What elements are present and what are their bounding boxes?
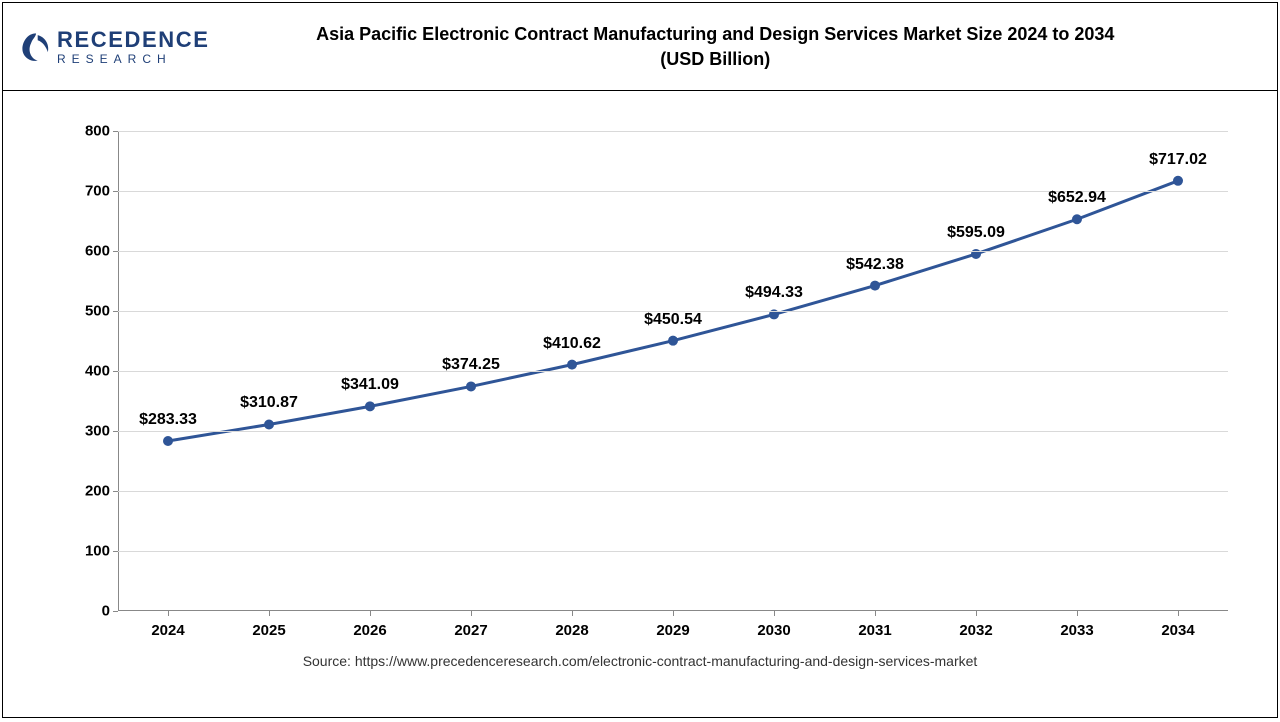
gridline [118, 251, 1228, 252]
data-label: $494.33 [745, 284, 803, 302]
plot-region: 2024202520262027202820292030203120322033… [118, 131, 1228, 611]
x-tick-label: 2025 [229, 622, 309, 639]
chart-area: 2024 2025 2026 2027 2028 2029 2030 2031 2032 2033… [3, 91, 1277, 679]
data-marker [466, 381, 476, 391]
data-marker [668, 336, 678, 346]
data-label: $595.09 [947, 224, 1005, 242]
x-tick-mark [976, 611, 977, 616]
gridline [118, 551, 1228, 552]
data-marker [870, 281, 880, 291]
gridline [118, 491, 1228, 492]
data-label: $410.62 [543, 335, 601, 353]
data-label: $717.02 [1149, 151, 1207, 169]
x-tick-mark [572, 611, 573, 616]
x-tick-mark [1178, 611, 1179, 616]
gridline [118, 431, 1228, 432]
x-tick-mark [1077, 611, 1078, 616]
gridline [118, 131, 1228, 132]
x-tick-label: 2028 [532, 622, 612, 639]
y-tick-label: 600 [50, 243, 110, 260]
data-label: $450.54 [644, 311, 702, 329]
y-tick-label: 400 [50, 363, 110, 380]
y-tick-label: 700 [50, 183, 110, 200]
logo-text-main: RECEDENCE [57, 29, 210, 51]
data-marker [567, 360, 577, 370]
data-label: $283.33 [139, 411, 197, 429]
data-marker [1072, 214, 1082, 224]
y-tick-mark [113, 311, 118, 312]
y-tick-label: 800 [50, 123, 110, 140]
x-tick-label: 2024 [128, 622, 208, 639]
data-label: $542.38 [846, 256, 904, 274]
x-tick-mark [269, 611, 270, 616]
brand-logo: RECEDENCE RESEARCH [19, 29, 210, 65]
x-tick-mark [471, 611, 472, 616]
x-tick-mark [774, 611, 775, 616]
x-tick-mark [370, 611, 371, 616]
y-tick-label: 200 [50, 483, 110, 500]
data-label: $374.25 [442, 356, 500, 374]
x-tick-label: 2026 [330, 622, 410, 639]
x-tick-mark [673, 611, 674, 616]
chart-frame: RECEDENCE RESEARCH Asia Pacific Electron… [2, 2, 1278, 718]
header: RECEDENCE RESEARCH Asia Pacific Electron… [3, 3, 1277, 91]
data-marker [163, 436, 173, 446]
data-marker [1173, 176, 1183, 186]
y-tick-mark [113, 491, 118, 492]
y-tick-label: 300 [50, 423, 110, 440]
data-label: $341.09 [341, 376, 399, 394]
logo-swoosh-icon [19, 30, 53, 64]
y-tick-label: 500 [50, 303, 110, 320]
chart-title: Asia Pacific Electronic Contract Manufac… [230, 22, 1261, 71]
gridline [118, 371, 1228, 372]
y-tick-mark [113, 191, 118, 192]
y-tick-mark [113, 371, 118, 372]
x-tick-label: 2032 [936, 622, 1016, 639]
x-tick-label: 2030 [734, 622, 814, 639]
x-tick-mark [168, 611, 169, 616]
x-tick-label: 2031 [835, 622, 915, 639]
y-tick-mark [113, 611, 118, 612]
title-line-1: Asia Pacific Electronic Contract Manufac… [316, 24, 1114, 44]
x-tick-label: 2034 [1138, 622, 1218, 639]
x-tick-label: 2029 [633, 622, 713, 639]
y-tick-label: 100 [50, 543, 110, 560]
data-marker [264, 419, 274, 429]
x-tick-label: 2027 [431, 622, 511, 639]
y-tick-mark [113, 251, 118, 252]
y-tick-mark [113, 131, 118, 132]
logo-text-sub: RESEARCH [57, 53, 210, 65]
y-tick-label: 0 [50, 603, 110, 620]
x-tick-mark [875, 611, 876, 616]
data-marker [365, 401, 375, 411]
title-line-2: (USD Billion) [660, 49, 770, 69]
data-label: $652.94 [1048, 189, 1106, 207]
data-label: $310.87 [240, 394, 298, 412]
x-tick-label: 2033 [1037, 622, 1117, 639]
y-tick-mark [113, 431, 118, 432]
y-tick-mark [113, 551, 118, 552]
source-citation: Source: https://www.precedenceresearch.c… [3, 653, 1277, 669]
